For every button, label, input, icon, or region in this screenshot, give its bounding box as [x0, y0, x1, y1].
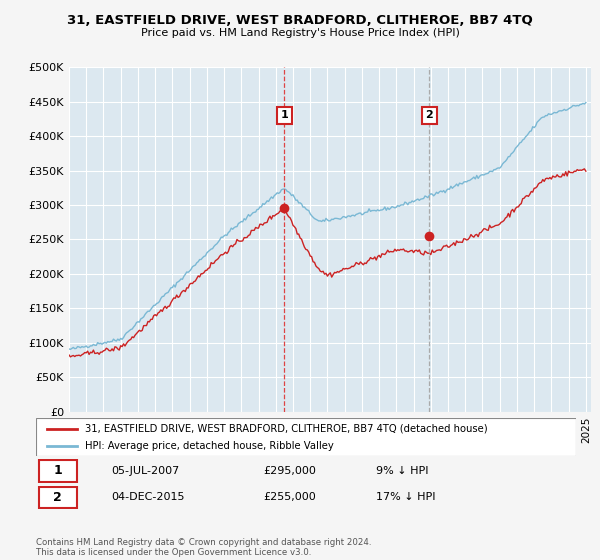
Text: 31, EASTFIELD DRIVE, WEST BRADFORD, CLITHEROE, BB7 4TQ: 31, EASTFIELD DRIVE, WEST BRADFORD, CLIT… [67, 14, 533, 27]
Text: 05-JUL-2007: 05-JUL-2007 [112, 466, 180, 476]
Text: 1: 1 [53, 464, 62, 478]
Text: 2: 2 [425, 110, 433, 120]
Text: 1: 1 [280, 110, 288, 120]
Text: Price paid vs. HM Land Registry's House Price Index (HPI): Price paid vs. HM Land Registry's House … [140, 28, 460, 38]
Bar [39, 487, 77, 508]
Text: HPI: Average price, detached house, Ribble Valley: HPI: Average price, detached house, Ribb… [85, 441, 334, 451]
Text: 17% ↓ HPI: 17% ↓ HPI [376, 492, 436, 502]
Text: 9% ↓ HPI: 9% ↓ HPI [376, 466, 428, 476]
Text: 2: 2 [53, 491, 62, 504]
Text: Contains HM Land Registry data © Crown copyright and database right 2024.
This d: Contains HM Land Registry data © Crown c… [36, 538, 371, 557]
Text: 04-DEC-2015: 04-DEC-2015 [112, 492, 185, 502]
Text: £255,000: £255,000 [263, 492, 316, 502]
Bar [39, 460, 77, 482]
Text: £295,000: £295,000 [263, 466, 316, 476]
Text: 31, EASTFIELD DRIVE, WEST BRADFORD, CLITHEROE, BB7 4TQ (detached house): 31, EASTFIELD DRIVE, WEST BRADFORD, CLIT… [85, 424, 487, 434]
